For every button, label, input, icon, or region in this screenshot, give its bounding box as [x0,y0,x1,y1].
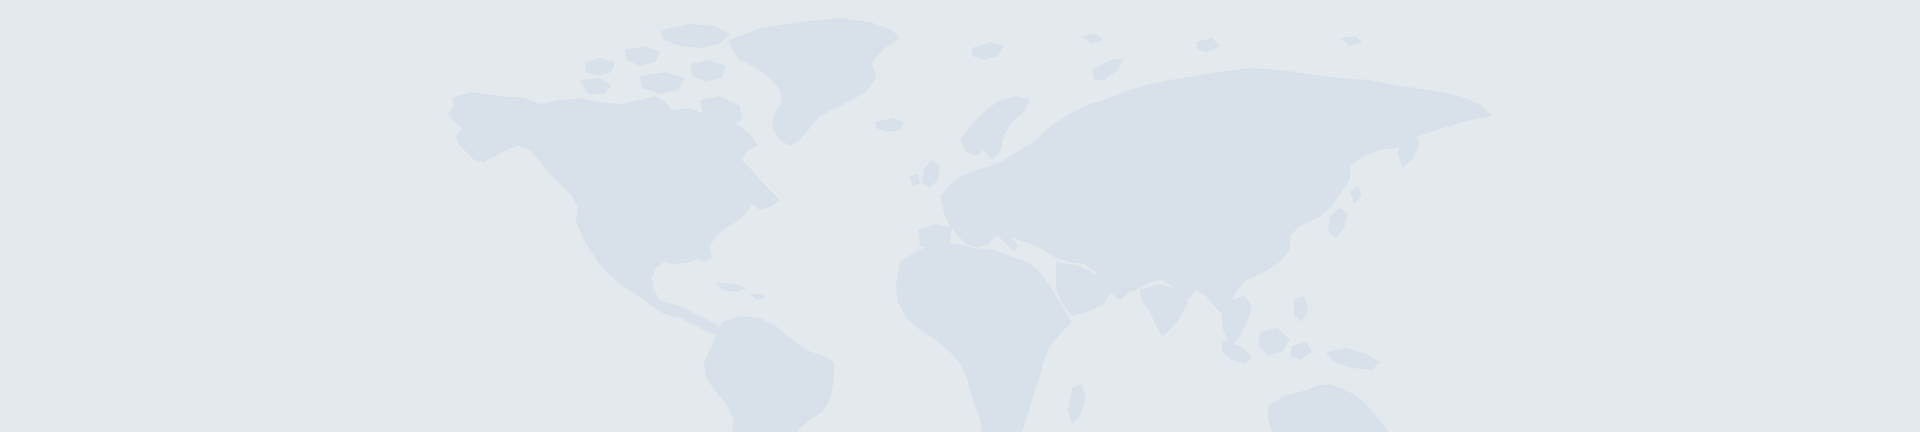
arctic-islands-4 [640,72,685,94]
iceland-landmass [876,118,904,132]
arctic-islands-1 [585,58,615,76]
indonesia-islands-1 [1222,340,1252,364]
africa-landmass [896,244,1072,432]
arctic-islands-6 [580,78,612,94]
indian-subcontinent [1140,284,1188,336]
philippines-islands [1294,296,1308,322]
severnaya-zemlya [1196,38,1220,52]
italian-peninsula [998,228,1018,252]
central-america-landmass [660,300,724,336]
new-guinea [1326,348,1380,370]
svalbard [972,42,1004,60]
caribbean-islands [716,282,746,292]
novaya-zemlya [1092,58,1124,80]
australia-landmass [1268,384,1388,432]
japan-islands [1328,208,1348,238]
south-america-landmass [704,316,834,432]
iberian-peninsula [918,224,952,250]
madagascar-island [1068,384,1086,424]
arctic-islands-5 [690,60,726,82]
franz-josef-land [1080,34,1104,44]
caribbean-islands-2 [750,294,766,300]
arabian-peninsula [1056,262,1112,316]
japan-islands-2 [1350,186,1362,204]
indonesia-islands-3 [1290,342,1312,360]
scandinavia-landmass [960,96,1030,160]
arctic-islands-3 [660,24,730,48]
new-siberian-islands [1340,36,1362,46]
hudson-region [700,96,742,128]
eurasia-landmass [940,68,1492,314]
kamchatka-peninsula [1398,132,1420,168]
indonesia-islands-2 [1258,328,1290,356]
arctic-islands-2 [625,46,660,66]
ireland [910,174,920,186]
greenland-landmass [728,18,900,146]
southeast-asia [1222,296,1252,346]
british-isles [922,160,940,188]
north-america-landmass [448,92,780,318]
